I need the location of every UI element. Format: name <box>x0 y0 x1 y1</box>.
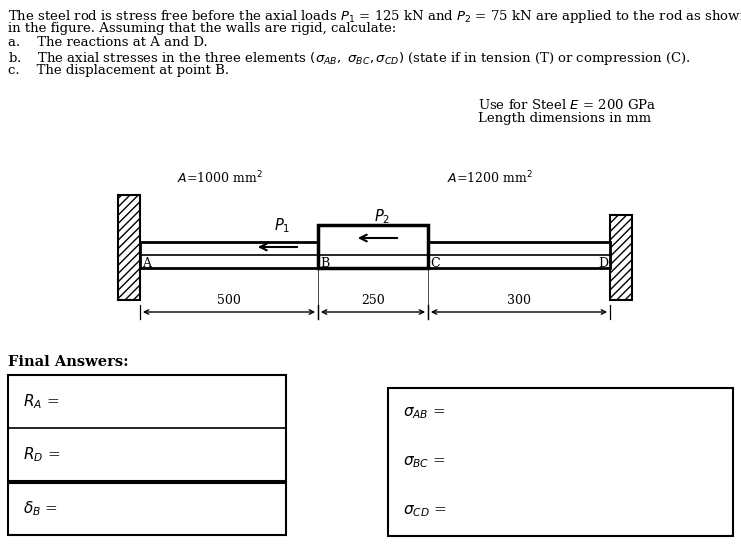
Text: $\delta_B$ =: $\delta_B$ = <box>23 499 58 518</box>
Bar <box>8 483 286 535</box>
FancyBboxPatch shape <box>118 195 140 300</box>
Text: Use for Steel $E$ = 200 GPa: Use for Steel $E$ = 200 GPa <box>478 98 657 112</box>
Text: Length dimensions in mm: Length dimensions in mm <box>478 112 651 125</box>
Bar <box>388 388 733 536</box>
Text: Final Answers:: Final Answers: <box>8 355 129 369</box>
Text: $\sigma_{CD}$ =: $\sigma_{CD}$ = <box>403 503 447 519</box>
Text: $P_2$: $P_2$ <box>374 207 391 226</box>
FancyBboxPatch shape <box>610 215 632 300</box>
Text: A: A <box>142 257 151 270</box>
Text: D: D <box>598 257 608 270</box>
Text: 300: 300 <box>507 294 531 307</box>
Text: $R_A$ =: $R_A$ = <box>23 392 59 411</box>
Text: $\sigma_{AB}$ =: $\sigma_{AB}$ = <box>403 405 446 421</box>
Bar <box>140 242 318 268</box>
Text: $\sigma_{BC}$ =: $\sigma_{BC}$ = <box>403 454 446 470</box>
Bar <box>318 225 428 268</box>
Text: 250: 250 <box>361 294 385 307</box>
Text: B: B <box>320 257 329 270</box>
Text: in the figure. Assuming that the walls are rigid, calculate:: in the figure. Assuming that the walls a… <box>8 22 396 35</box>
Text: 500: 500 <box>217 294 241 307</box>
Text: b.    The axial stresses in the three elements $(\sigma_{AB},\ \sigma_{BC}, \sig: b. The axial stresses in the three eleme… <box>8 50 691 67</box>
Text: $R_D$ =: $R_D$ = <box>23 445 60 464</box>
Bar <box>428 242 610 268</box>
Text: c.    The displacement at point B.: c. The displacement at point B. <box>8 64 229 77</box>
Bar <box>8 375 286 481</box>
Text: C: C <box>430 257 439 270</box>
Text: The steel rod is stress free before the axial loads $P_1$ = 125 kN and $P_2$ = 7: The steel rod is stress free before the … <box>8 8 741 25</box>
Text: $A$=1000 mm$^2$: $A$=1000 mm$^2$ <box>177 170 263 186</box>
Text: $A$=1200 mm$^2$: $A$=1200 mm$^2$ <box>447 170 533 186</box>
Text: a.    The reactions at A and D.: a. The reactions at A and D. <box>8 36 207 49</box>
Text: $P_1$: $P_1$ <box>274 216 290 235</box>
